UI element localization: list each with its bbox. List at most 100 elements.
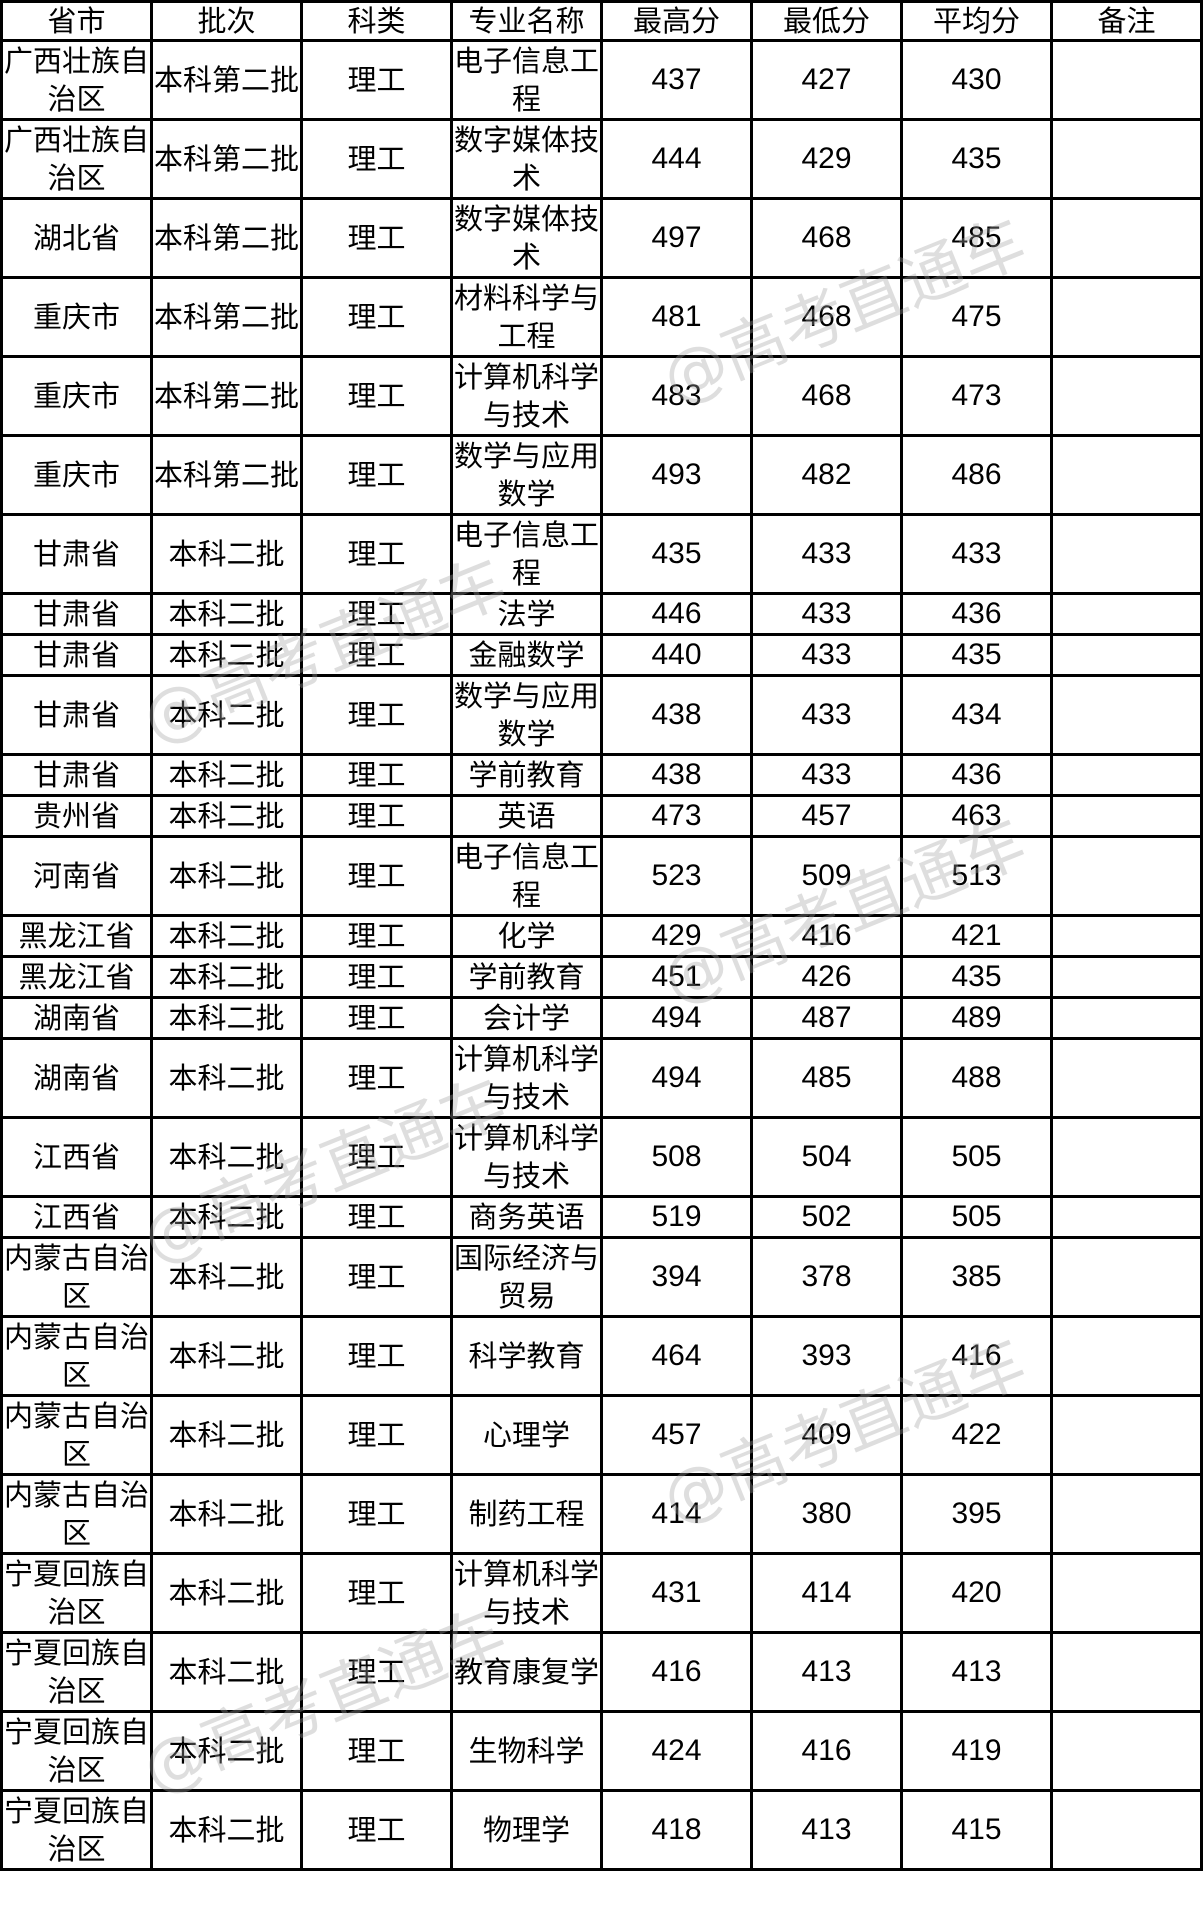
table-row: 重庆市 本科第二批 理工 材料科学与工程 481 468 475 — [0, 276, 1203, 358]
cell-min: 413 — [750, 1789, 903, 1871]
cell-category: 理工 — [300, 1473, 453, 1555]
cell-avg: 505 — [900, 1116, 1053, 1198]
cell-province: 重庆市 — [0, 355, 153, 437]
cell-max: 464 — [600, 1315, 753, 1397]
cell-min: 393 — [750, 1315, 903, 1397]
cell-note — [1050, 955, 1203, 999]
column-header: 专业名称 — [450, 0, 603, 42]
cell-major: 计算机科学与技术 — [450, 1116, 603, 1198]
cell-avg: 422 — [900, 1394, 1053, 1476]
cell-batch: 本科二批 — [150, 1473, 303, 1555]
cell-note — [1050, 197, 1203, 279]
cell-major: 会计学 — [450, 996, 603, 1040]
cell-max: 473 — [600, 794, 753, 838]
table-row: 湖南省 本科二批 理工 计算机科学与技术 494 485 488 — [0, 1037, 1203, 1119]
cell-major: 金融数学 — [450, 633, 603, 677]
table-row: 内蒙古自治区 本科二批 理工 心理学 457 409 422 — [0, 1394, 1203, 1476]
cell-max: 508 — [600, 1116, 753, 1198]
cell-min: 427 — [750, 39, 903, 121]
cell-major: 电子信息工程 — [450, 39, 603, 121]
cell-max: 438 — [600, 753, 753, 797]
cell-major: 计算机科学与技术 — [450, 1552, 603, 1634]
cell-note — [1050, 914, 1203, 958]
cell-note — [1050, 1195, 1203, 1239]
cell-province: 甘肃省 — [0, 513, 153, 595]
cell-avg: 395 — [900, 1473, 1053, 1555]
cell-note — [1050, 513, 1203, 595]
cell-major: 教育康复学 — [450, 1631, 603, 1713]
table-row: 湖南省 本科二批 理工 会计学 494 487 489 — [0, 996, 1203, 1040]
cell-note — [1050, 1037, 1203, 1119]
cell-note — [1050, 1236, 1203, 1318]
cell-major: 生物科学 — [450, 1710, 603, 1792]
cell-major: 电子信息工程 — [450, 835, 603, 917]
cell-max: 494 — [600, 1037, 753, 1119]
cell-category: 理工 — [300, 118, 453, 200]
cell-max: 394 — [600, 1236, 753, 1318]
cell-min: 509 — [750, 835, 903, 917]
table-row: 内蒙古自治区 本科二批 理工 科学教育 464 393 416 — [0, 1315, 1203, 1397]
cell-major: 科学教育 — [450, 1315, 603, 1397]
cell-category: 理工 — [300, 955, 453, 999]
cell-major: 法学 — [450, 592, 603, 636]
cell-major: 计算机科学与技术 — [450, 355, 603, 437]
cell-category: 理工 — [300, 794, 453, 838]
cell-major: 商务英语 — [450, 1195, 603, 1239]
table-row: 重庆市 本科第二批 理工 数学与应用数学 493 482 486 — [0, 434, 1203, 516]
table-row: 甘肃省 本科二批 理工 电子信息工程 435 433 433 — [0, 513, 1203, 595]
cell-note — [1050, 1116, 1203, 1198]
cell-max: 444 — [600, 118, 753, 200]
cell-batch: 本科二批 — [150, 1552, 303, 1634]
cell-min: 426 — [750, 955, 903, 999]
cell-major: 学前教育 — [450, 753, 603, 797]
cell-min: 409 — [750, 1394, 903, 1476]
cell-max: 435 — [600, 513, 753, 595]
column-header: 科类 — [300, 0, 453, 42]
cell-major: 材料科学与工程 — [450, 276, 603, 358]
cell-province: 甘肃省 — [0, 592, 153, 636]
cell-note — [1050, 1473, 1203, 1555]
cell-major: 学前教育 — [450, 955, 603, 999]
cell-note — [1050, 276, 1203, 358]
score-table: 省市 批次 科类 专业名称 最高分 最低分 平均分 备注 广西壮族自治区 本科第二批 理工 电子信息… — [0, 0, 1203, 1871]
cell-max: 494 — [600, 996, 753, 1040]
cell-batch: 本科二批 — [150, 794, 303, 838]
cell-category: 理工 — [300, 1037, 453, 1119]
cell-avg: 488 — [900, 1037, 1053, 1119]
cell-category: 理工 — [300, 276, 453, 358]
column-header: 最低分 — [750, 0, 903, 42]
cell-max: 481 — [600, 276, 753, 358]
cell-province: 宁夏回族自治区 — [0, 1552, 153, 1634]
cell-avg: 420 — [900, 1552, 1053, 1634]
table-row: 甘肃省 本科二批 理工 金融数学 440 433 435 — [0, 633, 1203, 677]
cell-avg: 435 — [900, 633, 1053, 677]
cell-note — [1050, 39, 1203, 121]
cell-avg: 485 — [900, 197, 1053, 279]
table-row: 宁夏回族自治区 本科二批 理工 教育康复学 416 413 413 — [0, 1631, 1203, 1713]
cell-avg: 413 — [900, 1631, 1053, 1713]
cell-major: 电子信息工程 — [450, 513, 603, 595]
table-row: 重庆市 本科第二批 理工 计算机科学与技术 483 468 473 — [0, 355, 1203, 437]
table-row: 广西壮族自治区 本科第二批 理工 数字媒体技术 444 429 435 — [0, 118, 1203, 200]
cell-min: 413 — [750, 1631, 903, 1713]
cell-min: 378 — [750, 1236, 903, 1318]
cell-max: 483 — [600, 355, 753, 437]
table-row: 甘肃省 本科二批 理工 学前教育 438 433 436 — [0, 753, 1203, 797]
cell-category: 理工 — [300, 1195, 453, 1239]
table-row: 宁夏回族自治区 本科二批 理工 生物科学 424 416 419 — [0, 1710, 1203, 1792]
cell-category: 理工 — [300, 914, 453, 958]
cell-province: 湖南省 — [0, 996, 153, 1040]
table-row: 湖北省 本科第二批 理工 数字媒体技术 497 468 485 — [0, 197, 1203, 279]
cell-major: 数学与应用数学 — [450, 434, 603, 516]
cell-province: 内蒙古自治区 — [0, 1236, 153, 1318]
cell-province: 内蒙古自治区 — [0, 1473, 153, 1555]
cell-note — [1050, 996, 1203, 1040]
cell-min: 468 — [750, 197, 903, 279]
cell-avg: 421 — [900, 914, 1053, 958]
cell-category: 理工 — [300, 1394, 453, 1476]
cell-province: 河南省 — [0, 835, 153, 917]
cell-major: 计算机科学与技术 — [450, 1037, 603, 1119]
cell-max: 418 — [600, 1789, 753, 1871]
cell-max: 438 — [600, 674, 753, 756]
cell-avg: 430 — [900, 39, 1053, 121]
